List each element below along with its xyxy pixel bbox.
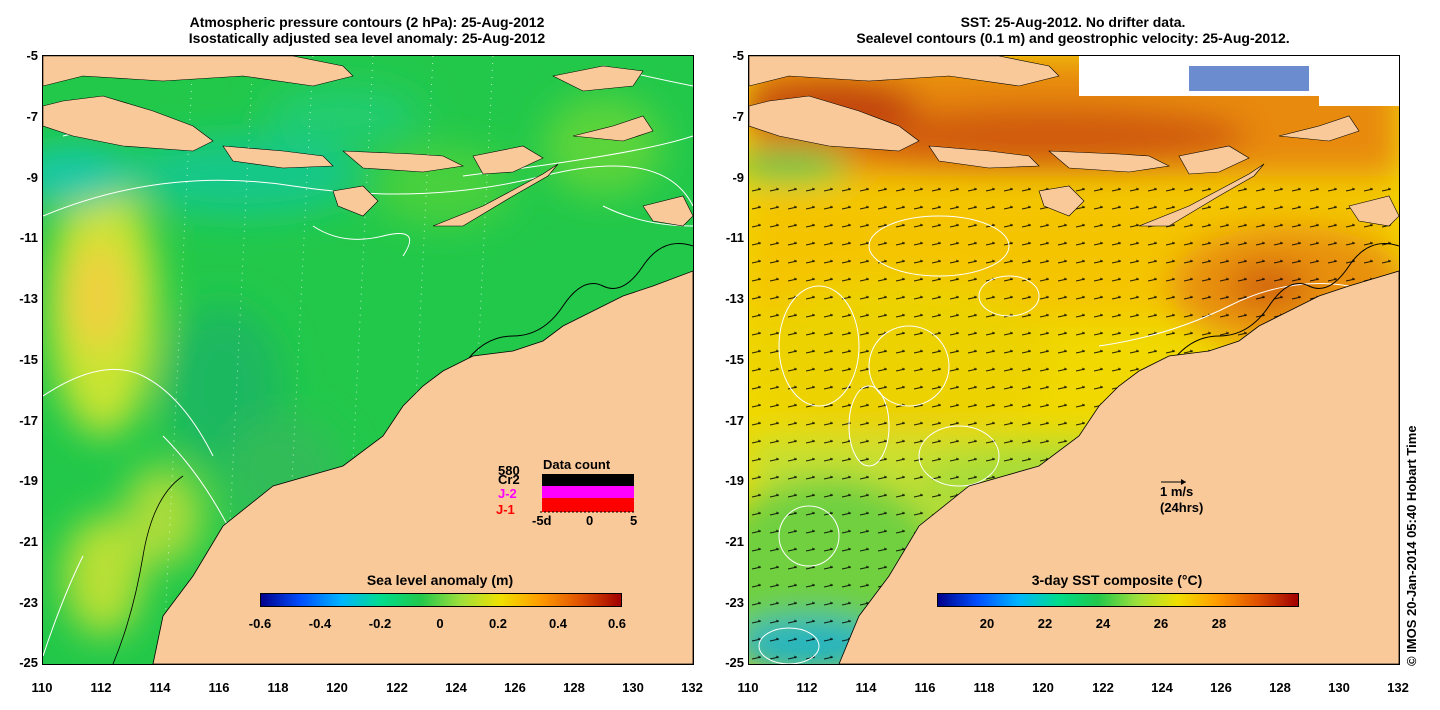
sea-level-anomaly-field (43, 86, 663, 636)
left-cb-tick: 0 (436, 616, 444, 631)
indonesian-islands (43, 56, 693, 227)
lon-tick: 126 (1210, 680, 1232, 695)
indonesian-islands (749, 56, 1399, 227)
australia-landmass (838, 270, 1399, 664)
right-cb-tick: 26 (1153, 616, 1169, 631)
lon-tick: 120 (1032, 680, 1054, 695)
data-count-tick-max: 5 (630, 513, 638, 528)
lat-tick: -25 (725, 655, 744, 670)
lat-tick: -5 (26, 48, 38, 63)
lon-tick: 120 (326, 680, 348, 695)
lat-tick: -11 (725, 230, 744, 245)
satellite-label-j1: J-1 (496, 502, 515, 517)
left-cb-tick: 0.2 (488, 616, 508, 631)
lon-tick: 128 (563, 680, 585, 695)
right-title-line1: SST: 25-Aug-2012. No drifter data. (960, 14, 1186, 30)
lat-tick: -23 (725, 595, 744, 610)
lon-tick: 130 (622, 680, 644, 695)
lon-tick: 126 (504, 680, 526, 695)
cloud-mask (1079, 56, 1399, 106)
lon-tick: 114 (855, 680, 877, 695)
satellite-label-cr2: Cr2 (498, 472, 520, 487)
lat-tick: -25 (19, 655, 38, 670)
lat-tick: -19 (19, 473, 38, 488)
data-count-tick-min: -5d (532, 513, 552, 528)
lat-tick: -15 (19, 352, 38, 367)
left-cb-tick: -0.4 (308, 616, 332, 631)
sealevel-contours (758, 215, 1350, 664)
lon-tick: 128 (1269, 680, 1291, 695)
lat-tick: -7 (26, 109, 38, 124)
data-count-title: Data count (543, 457, 611, 472)
right-colorbar (937, 593, 1299, 607)
lat-tick: -23 (19, 595, 38, 610)
imos-credit: © IMOS 20-Jan-2014 05:40 Hobart Time (1404, 425, 1419, 666)
lon-tick: 132 (1387, 680, 1409, 695)
right-cb-tick: 28 (1211, 616, 1227, 631)
right-cb-tick: 22 (1037, 616, 1053, 631)
left-map[interactable] (42, 55, 694, 665)
right-cb-tick: 20 (979, 616, 995, 631)
left-title-line2: Isostatically adjusted sea level anomaly… (188, 30, 546, 46)
left-cb-tick: 0.6 (607, 616, 627, 631)
left-colorbar (260, 593, 622, 607)
lon-tick: 110 (737, 680, 759, 695)
lat-tick: -13 (725, 291, 744, 306)
data-count-bars (540, 474, 634, 513)
australia-landmass (152, 270, 693, 664)
lat-tick: -11 (19, 230, 38, 245)
data-count-tick-zero: 0 (586, 513, 594, 528)
lon-tick: 110 (31, 680, 53, 695)
velocity-scale-arrow (1161, 479, 1186, 485)
right-map[interactable] (748, 55, 1400, 665)
lat-tick: -7 (732, 109, 744, 124)
right-cb-tick: 24 (1095, 616, 1111, 631)
left-cb-tick: 0.4 (548, 616, 568, 631)
lon-tick: 124 (445, 680, 467, 695)
lon-tick: 122 (1092, 680, 1114, 695)
lon-tick: 114 (149, 680, 171, 695)
left-title-line1: Atmospheric pressure contours (2 hPa): 2… (189, 14, 545, 30)
velocity-scale-speed: 1 m/s (1160, 484, 1194, 499)
lat-tick: -19 (725, 473, 744, 488)
lon-tick: 116 (914, 680, 936, 695)
lat-tick: -15 (725, 352, 744, 367)
lon-tick: 132 (681, 680, 703, 695)
velocity-scale-duration: (24hrs) (1160, 500, 1204, 515)
lat-tick: -17 (19, 413, 38, 428)
lon-tick: 122 (386, 680, 408, 695)
left-cb-tick: -0.6 (248, 616, 272, 631)
right-title-line2: Sealevel contours (0.1 m) and geostrophi… (856, 30, 1290, 46)
lon-tick: 118 (267, 680, 289, 695)
lat-tick: -17 (725, 413, 744, 428)
lon-tick: 116 (208, 680, 230, 695)
lat-tick: -21 (19, 534, 38, 549)
lat-tick: -13 (19, 291, 38, 306)
left-colorbar-title: Sea level anomaly (m) (366, 572, 514, 588)
left-cb-tick: -0.2 (368, 616, 392, 631)
satellite-label-j2: J-2 (498, 486, 517, 501)
lon-tick: 118 (973, 680, 995, 695)
lon-tick: 124 (1151, 680, 1173, 695)
lat-tick: -21 (725, 534, 744, 549)
lon-tick: 130 (1328, 680, 1350, 695)
lat-tick: -5 (732, 48, 744, 63)
lon-tick: 112 (796, 680, 818, 695)
lat-tick: -9 (26, 170, 38, 185)
lat-tick: -9 (732, 170, 744, 185)
data-count-max: 580 (498, 463, 520, 478)
right-colorbar-title: 3-day SST composite (°C) (1031, 572, 1203, 588)
lon-tick: 112 (90, 680, 112, 695)
